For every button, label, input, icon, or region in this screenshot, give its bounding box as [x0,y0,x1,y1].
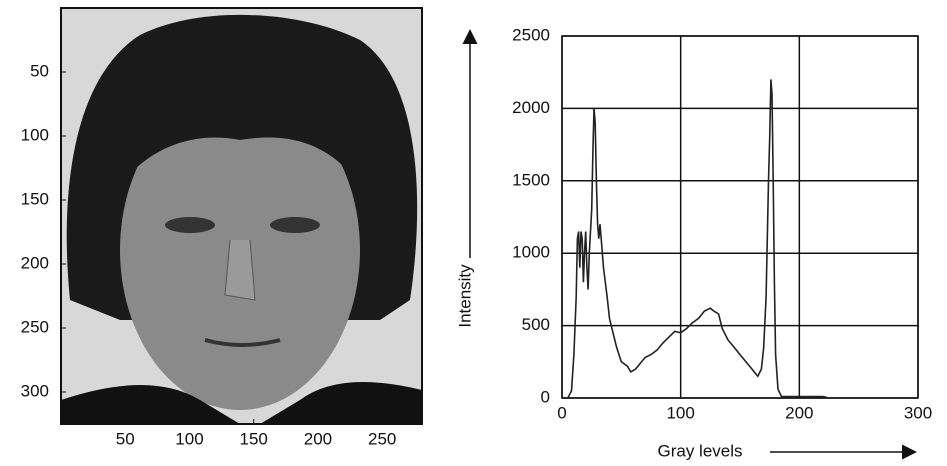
x-tick-label: 50 [116,429,135,448]
y-tick-label: 2000 [512,98,550,117]
x-tick-label: 100 [175,429,203,448]
histogram-line [562,79,830,399]
y-tick-label: 500 [522,315,550,334]
x-tick-label: 200 [785,403,813,422]
y-tick-label: 300 [21,381,49,400]
x-tick-label: 250 [368,429,396,448]
face-image [60,7,423,425]
x-tick-label: 150 [240,429,268,448]
y-tick-label: 0 [541,387,550,406]
x-tick-label: 100 [666,403,694,422]
x-axis-label: Gray levels [657,441,742,460]
x-tick-label: 200 [304,429,332,448]
y-tick-label: 100 [21,125,49,144]
y-tick-label: 150 [21,189,49,208]
y-tick-label: 1500 [512,170,550,189]
y-tick-label: 1000 [512,243,550,262]
x-tick-label: 300 [904,403,932,422]
y-tick-label: 200 [21,253,49,272]
y-tick-label: 50 [30,61,49,80]
x-tick-label: 0 [557,403,566,422]
y-axis-label: Intensity [455,264,474,328]
y-tick-label: 2500 [512,25,550,44]
y-tick-label: 250 [21,317,49,336]
